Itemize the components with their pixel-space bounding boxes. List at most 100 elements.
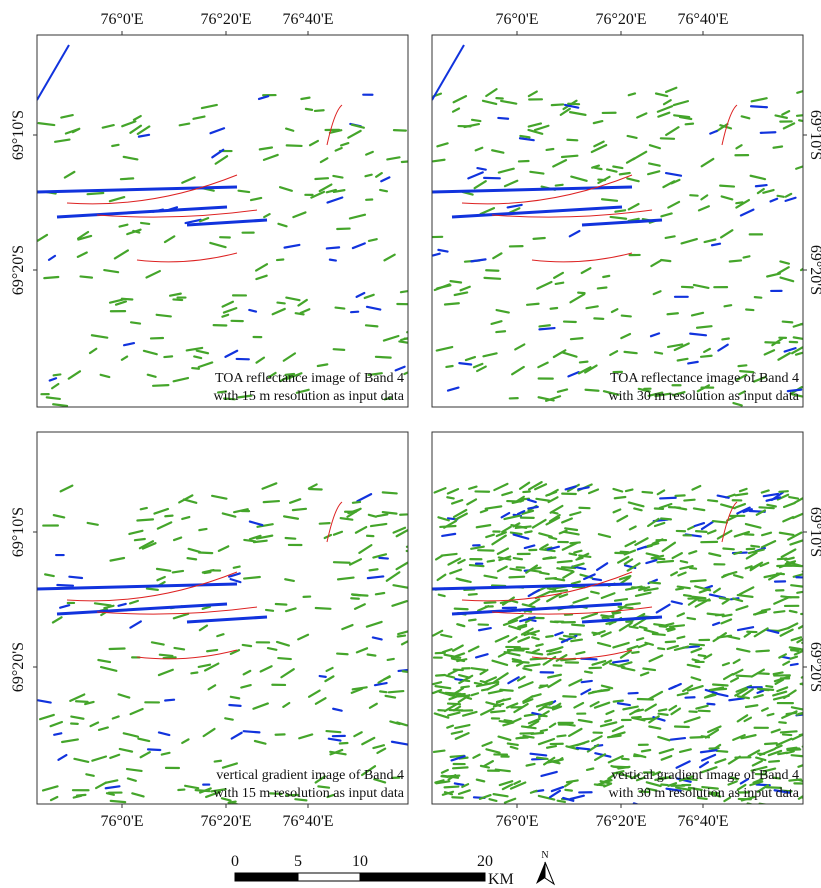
lineament [527,631,537,636]
lineament [353,603,366,610]
lineament [538,324,551,328]
lineament [400,639,408,646]
lineament [120,297,134,301]
lineament [453,782,465,786]
lineament [185,346,204,352]
lineament [556,734,567,738]
lineament [721,599,730,605]
lineament [667,782,678,787]
lineament [714,758,727,764]
lineament [591,164,601,169]
map-panel: 76°0'E 76°20'E 76°40'E 69°10'S 69°20'S TOA re… [10,11,409,408]
lineament [533,483,548,491]
lineament [796,637,803,644]
lineament [734,687,749,697]
lineament [468,563,485,568]
lineament [355,291,366,298]
lineament [673,342,690,352]
lineament [132,229,141,234]
lineament [448,693,463,701]
lineament [367,238,378,243]
lineament [340,141,350,147]
lineament [314,606,332,610]
lineament [397,668,408,673]
lineament [54,138,71,143]
lineament [523,544,536,550]
lineament [552,577,566,582]
lineament [684,122,695,126]
lineament [726,514,739,522]
lineament [550,511,559,515]
lineament [528,569,542,573]
lineament [211,148,225,159]
lineament [97,658,112,664]
lineament [644,641,654,646]
lineament [797,711,803,716]
lineament [369,522,388,528]
lineament [658,502,673,510]
lineament [365,305,382,311]
lineament [88,347,98,355]
lineament [537,737,556,746]
lineament [716,634,733,639]
lineament [773,610,786,614]
lineament [269,792,283,796]
lineament [623,549,637,556]
lineament [676,612,686,618]
lineament [467,645,480,653]
lat-label: 69°20'S [10,245,27,295]
lineament [43,275,60,280]
lineament [437,248,449,253]
lineament [93,602,112,607]
lineament [612,487,624,493]
lineament [392,584,408,589]
lineament [184,218,202,225]
lineament [248,534,262,541]
lineament [441,648,453,654]
lineament [381,491,398,495]
lineament [738,586,755,596]
lineament [744,565,753,570]
lineament [721,337,730,341]
lineament [70,715,85,720]
lineament [527,720,540,729]
lineament [295,388,310,394]
lineament [786,746,798,751]
lineament [440,768,449,774]
lineament [763,349,776,356]
lineament [571,562,585,568]
lineament [585,767,595,771]
lineament [497,556,512,561]
lineament [716,529,733,540]
lineament [126,777,137,782]
lineament [186,557,198,561]
lineament [514,343,526,351]
lineament [783,347,797,353]
lineament [255,274,268,281]
lineament [717,343,729,352]
lineament [546,592,563,603]
lineament [434,685,452,690]
lineament [241,643,253,648]
lineament [682,594,693,598]
lineament [74,700,89,703]
lineament [384,694,397,699]
lineament [678,115,693,121]
lineament [682,777,698,782]
lineament [291,507,308,512]
lineament [556,757,564,763]
lineament [545,516,561,526]
lineament [651,770,661,777]
lineament [221,512,237,518]
lineament [325,246,341,250]
lineament [310,190,326,199]
lineament [274,602,288,606]
lineament [566,138,579,142]
lineament [97,726,109,732]
lineament [765,786,783,789]
lineament [798,119,803,123]
lineament [294,798,308,802]
lon-label: 76°40'E [677,11,728,28]
lineament [686,685,704,692]
lineament [391,600,408,607]
